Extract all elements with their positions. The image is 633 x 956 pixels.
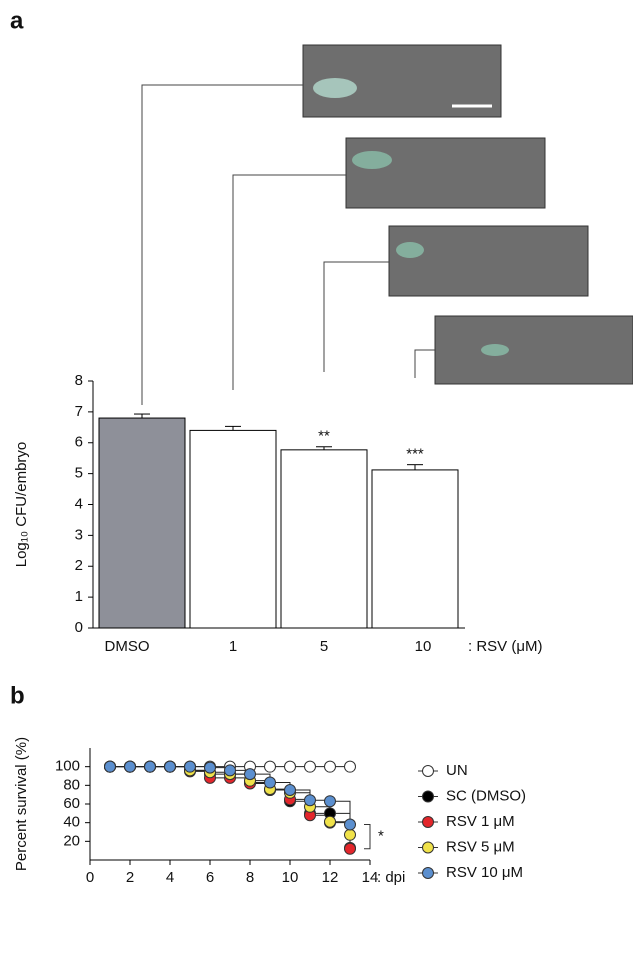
significance: *** — [406, 446, 424, 463]
y-tick-label: 3 — [75, 526, 83, 543]
y-tick-label: 8 — [75, 372, 83, 389]
x-tick-label: 10 — [415, 638, 432, 655]
point — [304, 760, 316, 773]
fluorescence — [396, 242, 424, 258]
point — [204, 761, 216, 774]
x-tick-label: 2 — [126, 869, 134, 886]
x-tick-label: DMSO — [105, 638, 150, 655]
fish-image — [388, 225, 589, 297]
y-tick-label: 2 — [75, 557, 83, 574]
bar — [280, 449, 368, 629]
point — [284, 760, 296, 773]
point — [324, 795, 336, 808]
step-line — [330, 800, 351, 825]
legend-label: RSV 1 μM — [446, 813, 515, 830]
point — [164, 760, 176, 773]
legend-marker — [422, 790, 434, 803]
y-tick-label: 20 — [63, 832, 80, 849]
x-tick-label: 5 — [320, 638, 328, 655]
significance: * — [378, 828, 384, 845]
x-tick-label: 8 — [246, 869, 254, 886]
legend-marker — [422, 841, 434, 854]
point — [344, 828, 356, 841]
bar — [189, 429, 277, 629]
legend-marker — [422, 867, 434, 879]
x-axis-label: : RSV (μM) — [468, 638, 542, 655]
legend-label: UN — [446, 762, 468, 779]
legend-marker — [422, 816, 434, 828]
x-tick-label: 6 — [206, 869, 214, 886]
point — [224, 764, 236, 777]
panel-label: a — [10, 7, 24, 34]
y-axis-label: Percent survival (%) — [13, 737, 30, 871]
point — [304, 794, 316, 807]
bar — [98, 417, 186, 629]
point — [324, 815, 336, 828]
legend-label: RSV 5 μM — [446, 838, 515, 855]
y-tick-label: 1 — [75, 588, 83, 605]
bar — [371, 469, 459, 629]
y-tick-label: 40 — [63, 814, 80, 831]
y-tick-label: 5 — [75, 465, 83, 482]
x-axis-label: : dpi — [377, 869, 405, 886]
point — [264, 760, 276, 773]
legend-marker — [422, 765, 434, 777]
connector — [232, 174, 346, 390]
point — [344, 818, 356, 831]
x-tick-label: 4 — [166, 869, 174, 886]
y-tick-label: 7 — [75, 403, 83, 420]
fish-image — [345, 137, 546, 209]
point — [244, 768, 256, 781]
x-tick-label: 14 — [362, 869, 379, 886]
legend-label: RSV 10 μM — [446, 864, 523, 881]
panel-label: b — [10, 682, 25, 709]
point — [344, 760, 356, 773]
point — [264, 776, 276, 789]
point — [124, 760, 136, 773]
connector — [141, 84, 303, 405]
y-tick-label: 4 — [75, 495, 83, 512]
point — [344, 842, 356, 855]
point — [104, 760, 116, 773]
fluorescence — [313, 78, 357, 98]
point — [184, 760, 196, 773]
x-tick-label: 1 — [229, 638, 237, 655]
significance-bracket — [364, 824, 371, 850]
y-tick-label: 6 — [75, 434, 83, 451]
legend-label: SC (DMSO) — [446, 787, 526, 804]
y-tick-label: 0 — [75, 619, 83, 636]
x-tick-label: 12 — [322, 869, 339, 886]
connector — [323, 261, 389, 372]
fluorescence — [481, 344, 509, 356]
x-tick-label: 10 — [282, 869, 299, 886]
point — [284, 784, 296, 796]
y-tick-label: 60 — [63, 795, 80, 812]
fish-image — [434, 315, 633, 385]
y-tick-label: 80 — [63, 776, 80, 793]
connector — [414, 349, 435, 378]
significance: ** — [318, 428, 330, 445]
point — [144, 760, 156, 773]
y-tick-label: 100 — [55, 758, 80, 775]
point — [324, 760, 336, 773]
fluorescence — [352, 151, 392, 169]
y-axis-label: Log₁₀ CFU/embryo — [13, 442, 30, 568]
x-tick-label: 0 — [86, 869, 94, 886]
